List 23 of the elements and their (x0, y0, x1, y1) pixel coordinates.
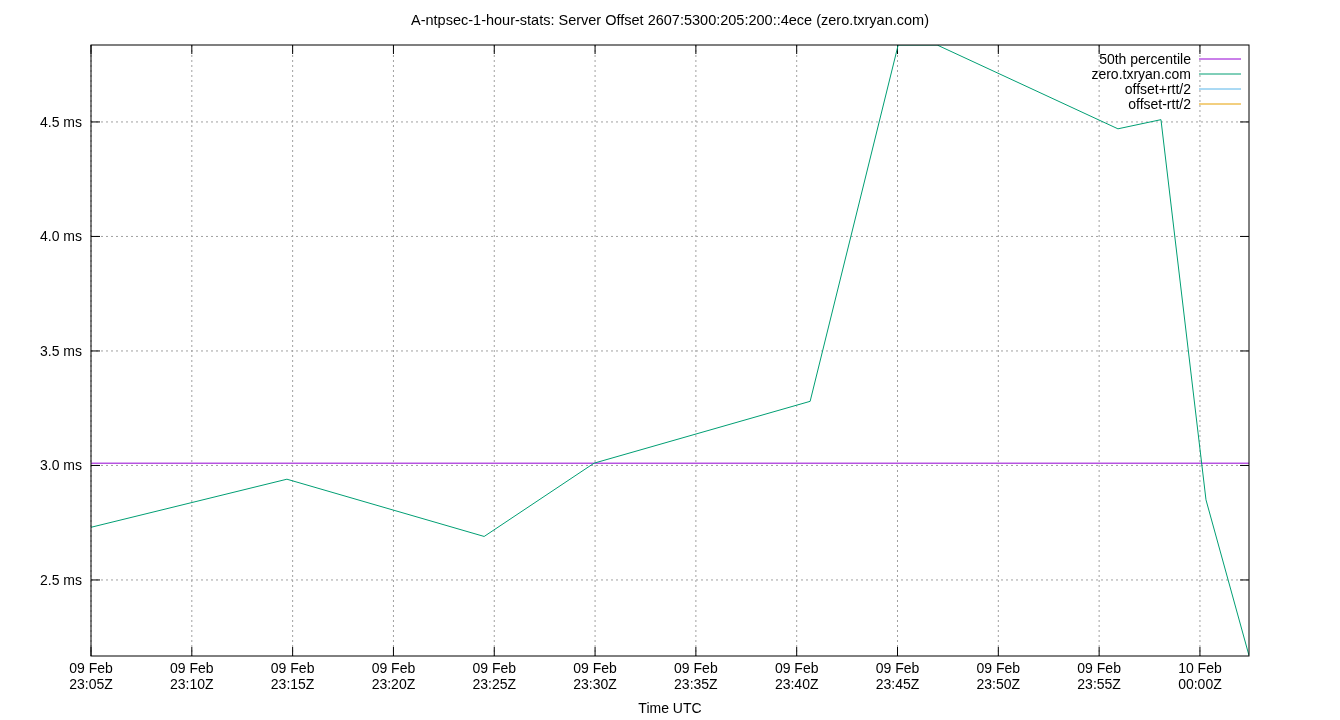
legend-label: offset+rtt/2 (1124, 81, 1192, 97)
y-tick-label: 3.5 ms (39, 342, 82, 359)
x-tick-label: 09 Feb 23:15Z (270, 660, 315, 692)
y-tick-label: 4.5 ms (39, 113, 82, 130)
x-axis-title: Time UTC (638, 700, 702, 716)
legend-label: zero.txryan.com (1091, 66, 1191, 82)
x-tick-label: 09 Feb 23:20Z (371, 660, 416, 692)
x-tick-label: 09 Feb 23:05Z (69, 660, 114, 692)
x-tick-label: 10 Feb 00:00Z (1178, 660, 1223, 692)
x-tick-label: 09 Feb 23:25Z (472, 660, 517, 692)
x-tick-label: 09 Feb 23:35Z (674, 660, 719, 692)
x-tick-label: 09 Feb 23:30Z (573, 660, 618, 692)
y-tick-label: 3.0 ms (39, 457, 82, 474)
x-tick-label: 09 Feb 23:45Z (875, 660, 920, 692)
x-tick-label: 09 Feb 23:55Z (1077, 660, 1122, 692)
x-tick-label: 09 Feb 23:40Z (774, 660, 819, 692)
legend-label: offset-rtt/2 (1128, 96, 1192, 112)
x-tick-label: 09 Feb 23:50Z (976, 660, 1021, 692)
y-tick-label: 4.0 ms (39, 228, 82, 245)
chart-title: A-ntpsec-1-hour-stats: Server Offset 2607:5300:205:200::4ece (zero.txryan.com) (411, 12, 929, 28)
legend-label: 50th percentile (1099, 51, 1192, 67)
x-tick-label: 09 Feb 23:10Z (170, 660, 215, 692)
y-tick-label: 2.5 ms (39, 571, 82, 588)
